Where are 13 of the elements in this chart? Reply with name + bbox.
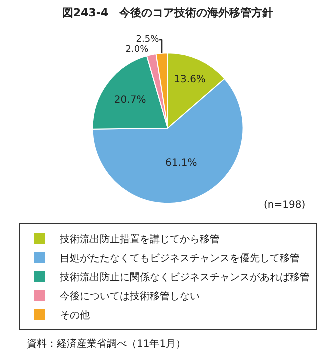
text: 資料：経済産業省調べ（11年1月） (27, 338, 186, 350)
text: (n=198) (264, 200, 306, 211)
data-label: 2.5% (136, 35, 160, 46)
legend-label: 今後については技術移管しない (60, 290, 200, 302)
legend-label: 技術流出防止措置を講じてから移管 (59, 233, 220, 246)
legend-label: 目処がたたなくてもビジネスチャンスを優先して移管 (60, 252, 300, 264)
legend-label: その他 (60, 309, 90, 322)
data-label: 61.1% (166, 158, 198, 169)
data-label: 2.0% (126, 45, 150, 56)
data-label: 13.6% (174, 74, 206, 86)
legend-label: 技術流出防止に関係なくビジネスチャンスがあれば移管 (59, 271, 310, 284)
data-label: 20.7% (114, 94, 146, 106)
chart-title: 図243-4 今後のコア技術の海外移管方針 (62, 6, 274, 20)
